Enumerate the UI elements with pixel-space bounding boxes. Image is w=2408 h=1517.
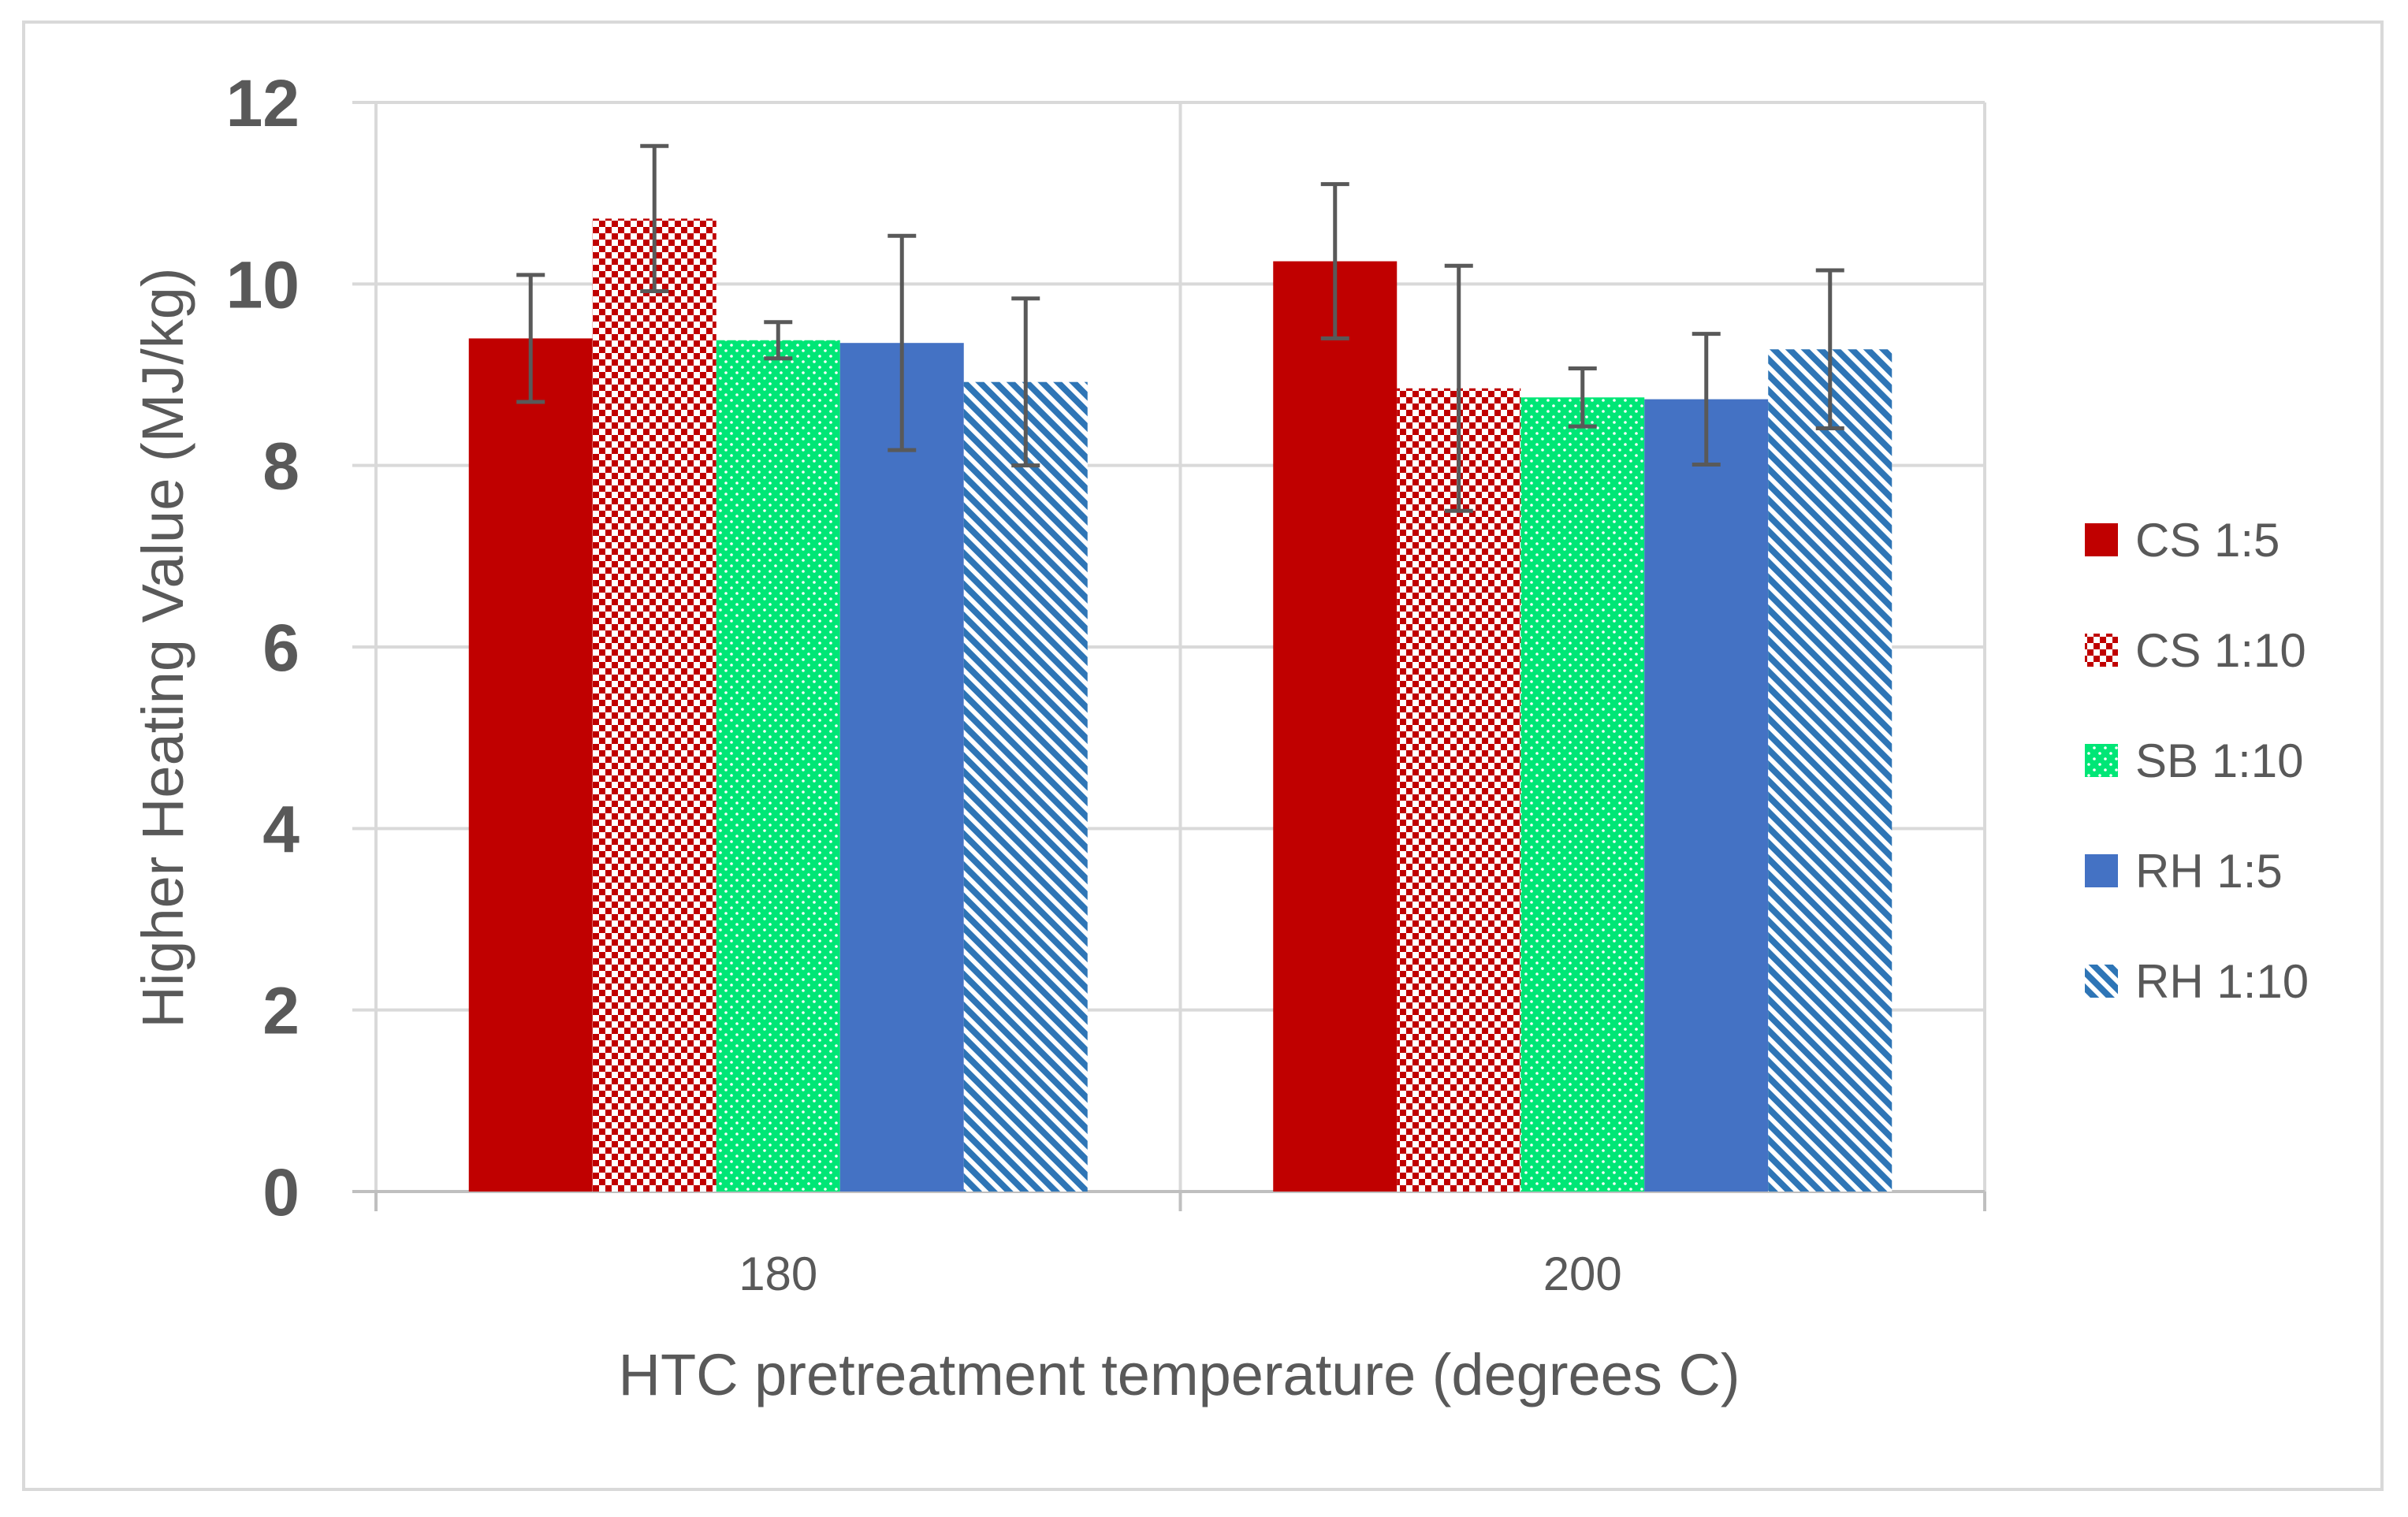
legend-swatch [2085, 854, 2118, 887]
tick-labels: 0 2 4 6 8 10 12 180 200 [226, 66, 1622, 1300]
axes [352, 1190, 1986, 1211]
y-axis-title: Higher Heating Value (MJ/kg) [130, 267, 195, 1028]
legend: CS 1:5 CS 1:10 SB 1:10 RH 1:5 RH 1:10 [2085, 514, 2309, 1008]
bar [716, 340, 840, 1192]
legend-label: RH 1:5 [2135, 845, 2283, 898]
chart-frame [22, 20, 2384, 1491]
y-tick-label: 4 [262, 792, 300, 866]
y-tick-label: 10 [226, 247, 300, 322]
y-tick-label: 8 [262, 429, 300, 504]
bar [592, 218, 716, 1192]
bar [963, 381, 1088, 1192]
x-axis-title: HTC pretreatment temperature (degrees C) [619, 1342, 1740, 1407]
y-tick-label: 6 [262, 611, 300, 685]
legend-swatch [2085, 965, 2118, 998]
bar [1273, 261, 1398, 1192]
legend-label: SB 1:10 [2135, 734, 2304, 787]
legend-swatch [2085, 634, 2118, 667]
bar [468, 338, 593, 1192]
error-bars [516, 143, 1844, 513]
x-tick-label: 200 [1543, 1247, 1622, 1300]
bar [1520, 397, 1645, 1192]
legend-label: CS 1:10 [2135, 624, 2306, 677]
x-tick-label: 180 [739, 1247, 817, 1300]
y-tick-label: 2 [262, 974, 300, 1048]
bars [468, 218, 1893, 1192]
bar [1397, 388, 1521, 1192]
bar [1644, 399, 1769, 1192]
legend-swatch [2085, 744, 2118, 777]
bar [1768, 349, 1893, 1192]
legend-swatch [2085, 523, 2118, 556]
y-tick-label: 0 [262, 1155, 300, 1229]
bar [839, 343, 964, 1192]
legend-label: CS 1:5 [2135, 514, 2280, 567]
legend-label: RH 1:10 [2135, 955, 2309, 1008]
y-tick-label: 12 [226, 66, 300, 140]
